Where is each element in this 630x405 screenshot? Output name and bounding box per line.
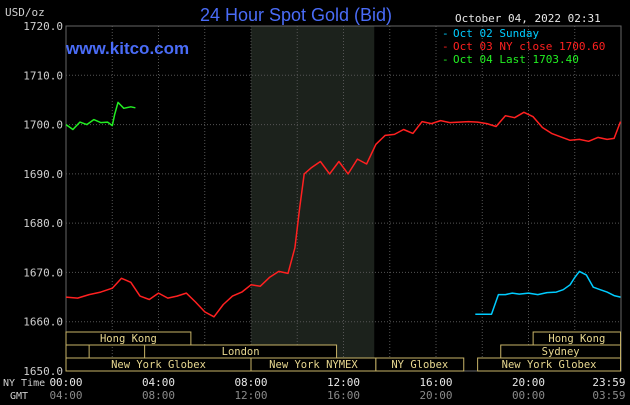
chart-title: 24 Hour Spot Gold (Bid): [200, 5, 392, 25]
x-tick-ny: 04:00: [142, 376, 175, 389]
x-tick-gmt: 04:00: [49, 389, 82, 402]
session-bar: [375, 357, 465, 372]
x-tick-ny: 16:00: [419, 376, 452, 389]
x-tick-gmt: 12:00: [234, 389, 267, 402]
nymex-highlight-band: [251, 26, 375, 371]
y-tick-label: 1700.0: [23, 119, 63, 132]
legend-marker-3: -: [442, 53, 449, 66]
session-label: Hong Kong: [548, 333, 605, 345]
series-line-2: [65, 101, 136, 131]
y-tick-label: 1710.0: [23, 69, 63, 82]
y-tick-label: 1680.0: [23, 217, 63, 230]
legend-marker-2: -: [442, 40, 449, 53]
ny-time-label: NY Time: [3, 378, 45, 389]
price-lines: [65, 101, 622, 318]
y-tick-label: 1660.0: [23, 316, 63, 329]
x-tick-ny: 00:00: [49, 376, 82, 389]
session-label: Hong Kong: [100, 333, 157, 345]
session-bar: [65, 331, 192, 346]
x-tick-ny: 12:00: [327, 376, 360, 389]
watermark-url: www.kitco.com: [65, 39, 189, 58]
y-axis-labels: 1720.0 1710.0 1700.0 1690.0 1680.0 1670.0 1660…: [23, 20, 63, 378]
series-line-0: [475, 270, 621, 316]
legend-item-sunday: Oct 02 Sunday: [453, 27, 539, 40]
gmt-label: GMT: [10, 391, 28, 402]
series-line-1: [65, 111, 622, 318]
session-label: Sydney: [542, 346, 580, 358]
x-tick-gmt: 00:00: [512, 389, 545, 402]
y-tick-label: 1690.0: [23, 168, 63, 181]
session-label: London: [222, 346, 260, 358]
x-tick-ny: 23:59: [592, 376, 625, 389]
x-tick-gmt: 03:59: [592, 389, 625, 402]
x-axis-labels: 00:0004:0004:0008:0008:0012:0012:0016:00…: [49, 376, 625, 402]
session-label: NY Globex: [391, 359, 448, 371]
chart-timestamp: October 04, 2022 02:31: [455, 12, 601, 25]
y-axis-unit: USD/oz: [5, 6, 45, 19]
y-tick-label: 1670.0: [23, 266, 63, 279]
session-label: New York NYMEX: [269, 359, 358, 371]
session-bars: Hong Kong London New York Globex New York N…: [65, 331, 622, 372]
session-label: New York Globex: [111, 359, 206, 371]
session-bar: [65, 344, 90, 359]
x-tick-gmt: 16:00: [327, 389, 360, 402]
legend-item-last: Oct 04 Last 1703.40: [453, 53, 579, 66]
x-tick-ny: 08:00: [234, 376, 267, 389]
session-label: New York Globex: [502, 359, 597, 371]
x-tick-gmt: 08:00: [142, 389, 175, 402]
legend-marker-1: -: [442, 27, 449, 40]
legend: - Oct 02 Sunday - Oct 03 NY close 1700.6…: [442, 27, 605, 66]
session-bar: [477, 357, 622, 372]
x-tick-ny: 20:00: [512, 376, 545, 389]
y-tick-label: 1720.0: [23, 20, 63, 33]
legend-item-ny-close: Oct 03 NY close 1700.60: [453, 40, 605, 53]
y-tick-label: 1650.0: [23, 365, 63, 378]
x-tick-gmt: 20:00: [419, 389, 452, 402]
